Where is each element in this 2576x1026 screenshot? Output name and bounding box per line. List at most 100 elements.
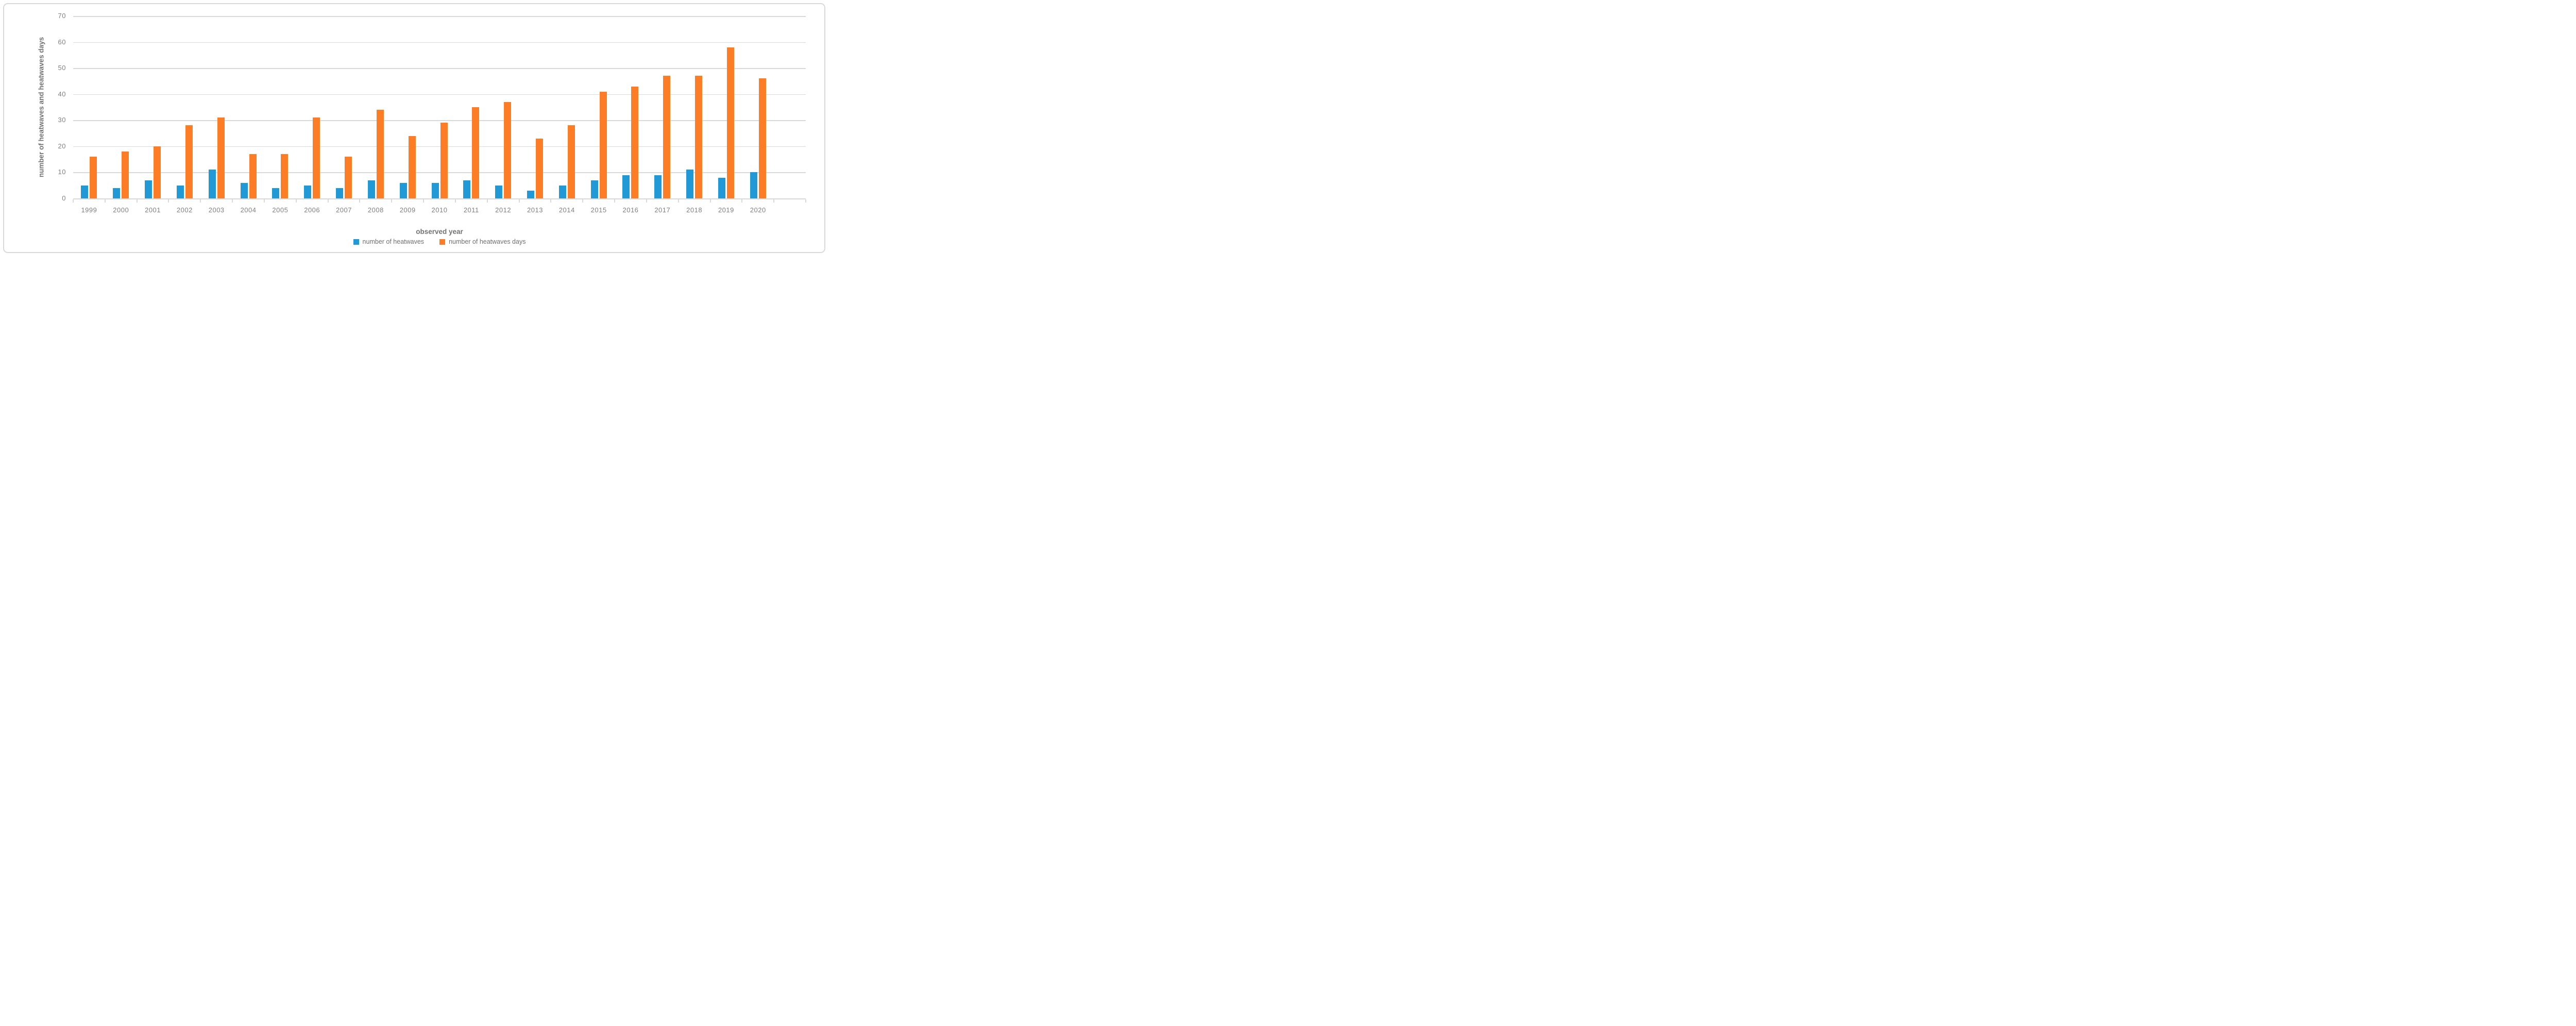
bar-number-of-heatwaves-2012 (495, 185, 503, 198)
category-2014 (551, 16, 583, 198)
x-tick-label-2002: 2002 (176, 206, 193, 214)
bar-number-of-heatwaves-days-2017 (663, 76, 671, 198)
bar-number-of-heatwaves-days-2001 (154, 146, 161, 198)
x-tick-label-2016: 2016 (622, 206, 639, 214)
x-tick-label-2005: 2005 (272, 206, 289, 214)
legend-swatch-heatwaves-days (439, 239, 446, 245)
x-axis-tick (805, 199, 806, 203)
bar-number-of-heatwaves-days-2002 (185, 125, 193, 198)
bar-number-of-heatwaves-days-2005 (281, 154, 289, 198)
bar-number-of-heatwaves-days-1999 (90, 157, 97, 198)
category-2010 (423, 16, 455, 198)
gridline-y-50 (73, 68, 806, 69)
x-tick-label-2020: 2020 (750, 206, 766, 214)
category-1999 (73, 16, 105, 198)
x-axis-tick (391, 199, 393, 203)
bar-number-of-heatwaves-2018 (686, 170, 694, 198)
bar-number-of-heatwaves-days-2010 (440, 123, 448, 198)
x-axis-tick (263, 199, 265, 203)
y-tick-label-40: 40 (58, 90, 66, 98)
x-tick-label-2008: 2008 (367, 206, 384, 214)
category-2000 (105, 16, 137, 198)
category-2009 (392, 16, 423, 198)
category-bars (73, 16, 806, 198)
gridline-y-20 (73, 146, 806, 147)
category-2002 (168, 16, 200, 198)
x-axis-title: observed year (416, 228, 463, 236)
category-2017 (647, 16, 679, 198)
category-2018 (679, 16, 710, 198)
category-2007 (328, 16, 360, 198)
x-axis-tick (646, 199, 647, 203)
x-axis-tick (232, 199, 233, 203)
legend-item-heatwaves: number of heatwaves (353, 238, 425, 245)
legend-label-heatwaves: number of heatwaves (362, 238, 425, 245)
bar-number-of-heatwaves-days-2007 (345, 157, 352, 198)
category-2003 (200, 16, 232, 198)
bar-number-of-heatwaves-2020 (750, 172, 757, 198)
bar-number-of-heatwaves-days-2000 (122, 151, 129, 198)
bar-number-of-heatwaves-2001 (145, 180, 152, 198)
chart-page: number of heatwaves and heatwaves days 0… (0, 0, 829, 257)
category-2015 (583, 16, 615, 198)
legend-label-heatwaves-days: number of heatwaves days (449, 238, 526, 245)
bar-number-of-heatwaves-2015 (590, 180, 598, 198)
y-tick-label-50: 50 (58, 64, 66, 72)
gridline-y-70 (73, 16, 806, 17)
bar-number-of-heatwaves-days-2016 (631, 86, 639, 198)
chart-figure: number of heatwaves and heatwaves days 0… (3, 3, 825, 253)
x-axis-tick (614, 199, 616, 203)
bar-number-of-heatwaves-2013 (527, 190, 534, 198)
gridline-y-10 (73, 172, 806, 173)
category-2016 (615, 16, 647, 198)
bar-number-of-heatwaves-days-2003 (217, 117, 225, 198)
x-tick-label-2000: 2000 (113, 206, 129, 214)
bar-number-of-heatwaves-2014 (558, 185, 566, 198)
category-2020 (742, 16, 774, 198)
x-tick-label-2013: 2013 (527, 206, 543, 214)
bar-number-of-heatwaves-2008 (367, 180, 375, 198)
bar-number-of-heatwaves-days-2011 (472, 107, 480, 198)
x-tick-label-2007: 2007 (336, 206, 352, 214)
x-tick-label-2004: 2004 (240, 206, 257, 214)
bar-number-of-heatwaves-2007 (336, 188, 344, 198)
bar-number-of-heatwaves-2000 (113, 188, 121, 198)
legend: number of heatwaves number of heatwaves … (73, 238, 806, 245)
y-tick-label-10: 10 (58, 168, 66, 176)
bar-number-of-heatwaves-2004 (240, 182, 248, 198)
bar-number-of-heatwaves-2002 (176, 185, 184, 198)
bar-number-of-heatwaves-2017 (654, 175, 662, 198)
category-2011 (455, 16, 487, 198)
category-2001 (137, 16, 169, 198)
x-axis-tick (550, 199, 552, 203)
category-2019 (710, 16, 742, 198)
x-tick-label-2001: 2001 (145, 206, 161, 214)
x-tick-label-2015: 2015 (590, 206, 607, 214)
y-tick-label-0: 0 (62, 194, 66, 202)
x-axis-tick (104, 199, 106, 203)
bar-number-of-heatwaves-2011 (463, 180, 471, 198)
gridline-y-30 (73, 120, 806, 121)
bar-number-of-heatwaves-days-2013 (536, 138, 543, 198)
y-tick-label-30: 30 (58, 116, 66, 124)
gridline-y-40 (73, 94, 806, 95)
bar-number-of-heatwaves-2005 (272, 188, 280, 198)
legend-swatch-heatwaves (353, 239, 359, 245)
bar-number-of-heatwaves-2019 (718, 177, 725, 198)
x-tick-label-2003: 2003 (208, 206, 225, 214)
x-axis-tick (582, 199, 584, 203)
bar-number-of-heatwaves-1999 (81, 185, 89, 198)
y-axis-title: number of heatwaves and heatwaves days (37, 37, 45, 178)
bar-number-of-heatwaves-2003 (208, 170, 216, 198)
bar-number-of-heatwaves-2009 (399, 182, 407, 198)
x-axis-tick (423, 199, 425, 203)
y-tick-label-60: 60 (58, 38, 66, 46)
x-axis-tick (773, 199, 775, 203)
x-axis-tick (486, 199, 488, 203)
x-tick-label-2012: 2012 (495, 206, 512, 214)
bar-number-of-heatwaves-2006 (304, 185, 312, 198)
bar-number-of-heatwaves-days-2019 (726, 47, 734, 198)
x-axis-tick (73, 199, 74, 203)
x-tick-label-2014: 2014 (558, 206, 575, 214)
x-axis-tick (136, 199, 138, 203)
